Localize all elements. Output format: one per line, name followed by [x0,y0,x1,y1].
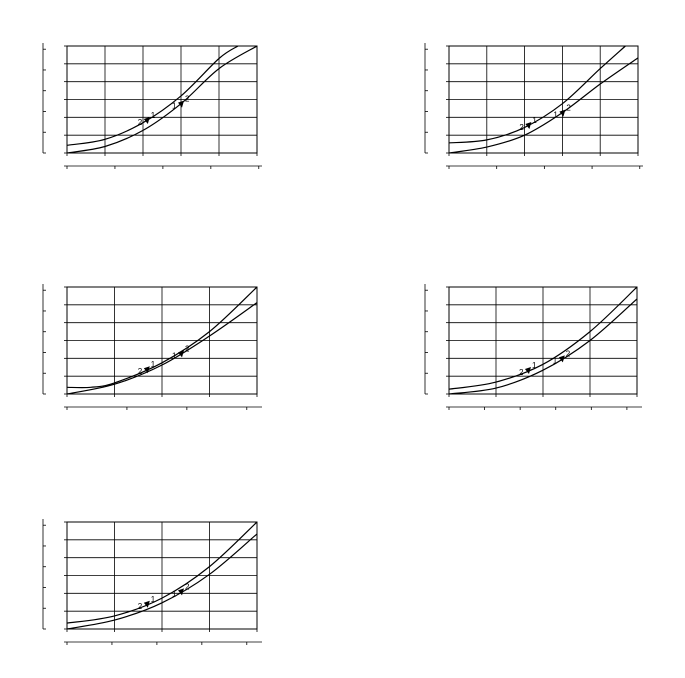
flow-direction-label: 12 [553,104,571,120]
flow-direction-label: 12 [172,95,190,111]
flow-arrow-icon [524,366,531,374]
flow-direction-label: 21 [138,111,156,127]
curve-2-to-1 [67,286,257,389]
port-number: 2 [185,582,190,591]
port-number: 2 [566,104,571,113]
port-number: 2 [138,118,143,127]
port-number: 1 [151,595,156,604]
port-number: 2 [566,349,571,358]
port-number: 1 [532,116,537,125]
flow-direction-label: 12 [553,349,571,365]
flow-direction-label: 21 [519,116,537,132]
port-number: 1 [553,111,558,120]
curve-2-to-1 [67,45,239,146]
flow-arrow-icon [178,100,184,108]
flow-arrow-icon [178,588,184,596]
curve-1-to-2 [449,298,637,395]
curve-2-to-1 [449,286,637,390]
port-number: 1 [172,351,177,360]
flow-direction-label: 21 [138,595,156,611]
flow-arrow-icon [525,122,532,130]
port-number: 1 [172,102,177,111]
port-number: 2 [519,123,524,132]
flow-direction-label: 12 [172,344,190,360]
port-number: 1 [151,111,156,120]
flow-arrow-icon [558,355,565,363]
curve-1-to-2 [67,533,257,630]
port-number: 2 [519,368,524,377]
flow-direction-label: 21 [519,361,537,377]
flow-arrow-icon [559,109,566,117]
port-number: 1 [172,589,177,598]
port-number: 2 [185,344,190,353]
flow-arrow-icon [143,600,150,608]
flow-arrow-icon [178,350,184,358]
curve-1-to-2 [67,45,257,154]
flow-direction-label: 12 [172,582,190,598]
flow-arrow-icon [143,117,150,125]
port-number: 2 [138,602,143,611]
curve-1-to-2 [67,302,257,395]
port-number: 1 [532,361,537,370]
port-number: 2 [138,367,143,376]
curve-2-to-1 [449,45,626,144]
port-number: 1 [151,360,156,369]
curve-2-to-1 [67,521,257,624]
curve-1-to-2 [449,57,638,154]
port-number: 1 [553,356,558,365]
port-number: 2 [185,95,190,104]
flow-direction-label: 21 [138,360,156,376]
